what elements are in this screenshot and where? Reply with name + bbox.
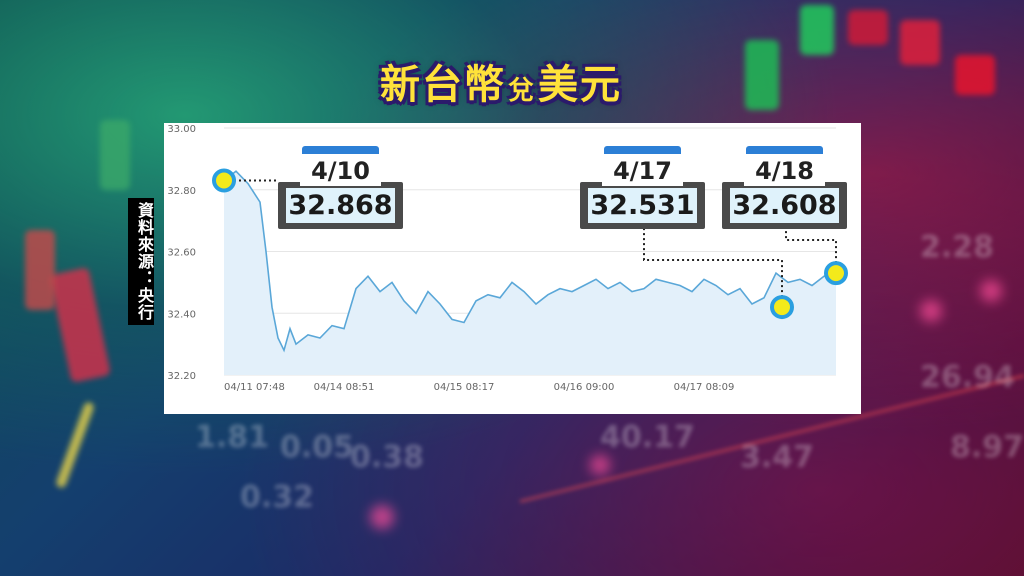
source-label: 資料來源：央行 [128,198,154,325]
callout-value: 32.531 [588,188,697,223]
bg-number: 8.97 [950,430,1024,465]
bg-number: 0.05 [280,430,355,465]
x-tick-label: 04/14 08:51 [314,382,375,393]
y-tick-label: 32.80 [167,186,196,197]
callout-4-10: 4/10 32.868 [278,146,403,229]
bg-glow [370,505,394,529]
bg-candle-green [100,120,130,190]
data-point-marker [212,168,236,193]
x-tick-label: 04/16 09:00 [554,382,615,393]
data-point-marker [770,295,794,320]
bg-glow [920,300,942,322]
bg-number: 1.81 [195,420,270,455]
callout-connector [785,228,837,274]
bg-candle-green [800,5,834,55]
bg-glow [980,280,1002,302]
y-tick-label: 32.60 [167,248,196,259]
series-line [223,170,837,353]
bg-candle-red [25,230,55,310]
chart-title: 新台幣 兌 美元 [380,52,622,108]
x-tick-label: 04/17 08:09 [674,382,735,393]
callout-date: 4/10 [300,154,381,186]
callout-4-18: 4/18 32.608 [722,146,847,229]
callout-date: 4/17 [602,154,683,186]
title-part-2: 兌 [508,76,537,106]
y-tick-label: 33.00 [167,124,196,135]
title-part-1: 新台幣 [380,62,506,108]
x-tick-label: 04/11 07:48 [224,382,285,393]
bg-candle-red [49,267,111,383]
bg-number: 2.28 [920,230,995,265]
callout-date: 4/18 [744,154,825,186]
bg-number: 40.17 [600,420,695,455]
series-area [224,171,836,375]
callout-connector [643,228,783,308]
callout-value: 32.868 [286,188,395,223]
calendar-ring [604,146,681,154]
y-tick-label: 32.40 [167,309,196,320]
x-tick-label: 04/15 08:17 [434,382,495,393]
callout-4-17: 4/17 32.531 [580,146,705,229]
y-tick-label: 32.20 [167,371,196,382]
bg-candle-red [848,10,888,45]
bg-candle-gold [54,401,96,489]
data-point-marker [824,261,848,286]
bg-number: 3.47 [740,440,815,475]
bg-candle-red [955,55,995,95]
title-part-3: 美元 [538,62,623,108]
bg-glow [590,455,610,475]
bg-number: 26.94 [920,360,1015,395]
bg-number: 0.32 [240,480,315,515]
bg-candle-green [745,40,779,110]
bg-candle-red [900,20,940,65]
bg-number: 0.38 [350,440,425,475]
calendar-ring [302,146,379,154]
callout-value: 32.608 [730,188,839,223]
calendar-ring [746,146,823,154]
